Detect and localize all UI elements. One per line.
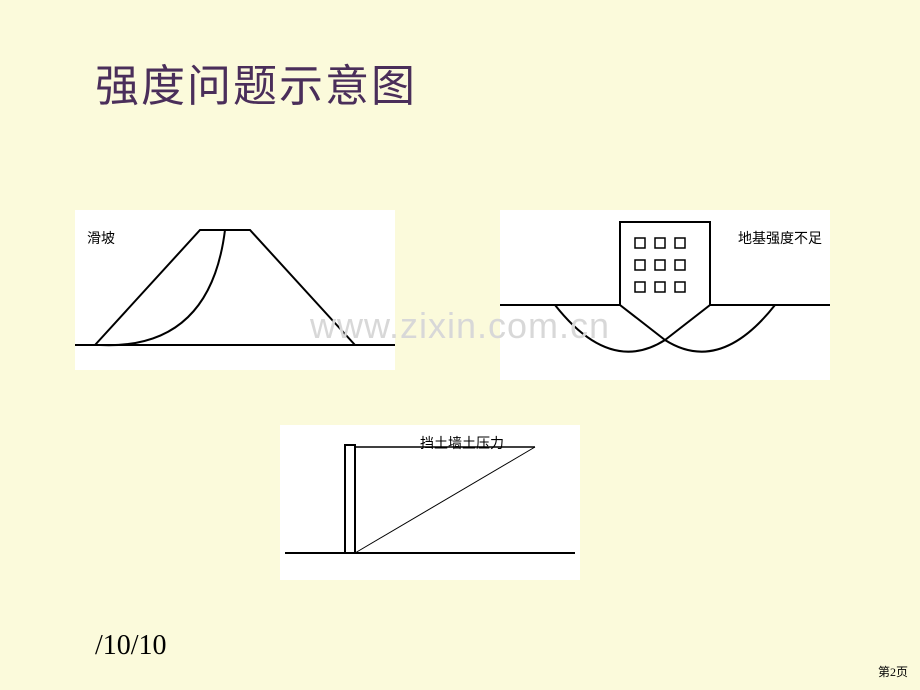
page-title: 强度问题示意图 (95, 50, 417, 114)
footer-date: /10/10 (95, 630, 167, 662)
figure-foundation: 地基强度不足 (500, 210, 830, 380)
figure-foundation-label: 地基强度不足 (738, 228, 822, 248)
building-windows (635, 238, 685, 292)
figure-retaining-wall: 挡土墙土压力 (280, 425, 580, 580)
figure-landslide-label: 滑坡 (87, 228, 115, 248)
figure-landslide: 滑坡 (75, 210, 395, 370)
landslide-icon (75, 210, 395, 370)
figure-retaining-wall-label: 挡土墙土压力 (420, 433, 504, 453)
footer-page: 第2页 (878, 663, 908, 680)
